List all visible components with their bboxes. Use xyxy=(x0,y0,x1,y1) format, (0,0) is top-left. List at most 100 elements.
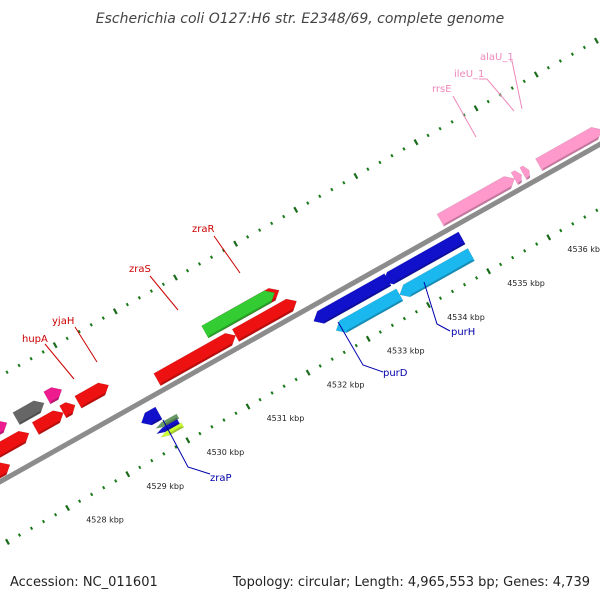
gene-red-yjaH[interactable] xyxy=(74,382,109,409)
tick-mark xyxy=(414,309,419,314)
gene-green-zraR[interactable] xyxy=(201,290,276,339)
gene-blue-reverse-thin[interactable] xyxy=(155,418,181,435)
tick-mark xyxy=(402,316,406,321)
gene-label-callouts: hupA yjaH zraS zraR rrsE ileU_1 alaU_1 z… xyxy=(22,52,523,484)
tick-mark xyxy=(210,424,214,429)
gene-red-forward[interactable] xyxy=(0,462,11,496)
tick-mark xyxy=(582,45,587,50)
label-purD[interactable]: purD xyxy=(383,368,408,379)
label-yjaH[interactable]: yjaH xyxy=(52,316,74,327)
gene-shadow xyxy=(239,308,294,342)
gene-cyan-purH[interactable] xyxy=(399,248,475,298)
label-rrsE[interactable]: rrsE xyxy=(432,84,452,95)
gene-pink-rrsE[interactable] xyxy=(436,176,515,227)
tick-mark xyxy=(473,105,479,112)
tick-mark xyxy=(258,397,262,402)
gene-shadow xyxy=(443,185,512,227)
alaU_1-callout-line xyxy=(510,60,523,110)
gene-shadow xyxy=(517,180,523,185)
tick-mark xyxy=(65,336,69,341)
tick-mark xyxy=(90,492,94,497)
tick-mark xyxy=(138,465,142,470)
gene-shadow xyxy=(50,396,59,404)
tick-mark xyxy=(365,335,371,342)
label-ileU_1[interactable]: ileU_1 xyxy=(454,69,484,80)
gene-pink-ileU[interactable] xyxy=(510,170,522,186)
gene-blue-zraP[interactable] xyxy=(141,406,163,426)
tick-mark xyxy=(150,458,154,463)
tick-mark xyxy=(378,160,382,165)
gene-red-forward[interactable] xyxy=(31,410,64,435)
tick-mark xyxy=(318,364,322,368)
gene-blue-purH[interactable] xyxy=(383,231,466,285)
tick-mark xyxy=(510,86,514,90)
tick-mark xyxy=(197,262,202,266)
tick-mark xyxy=(258,228,262,232)
zraP-callout-line xyxy=(162,419,211,475)
tick-mark xyxy=(353,172,359,180)
tick-mark xyxy=(5,370,9,375)
gene-lime-reverse[interactable] xyxy=(160,422,185,438)
gene-shadow xyxy=(324,285,392,324)
tick-mark xyxy=(114,479,118,483)
label-purH[interactable]: purH xyxy=(451,327,475,338)
tick-mark xyxy=(559,228,563,233)
tick-mark xyxy=(318,194,322,199)
tick-mark xyxy=(533,71,539,78)
gene-grey[interactable] xyxy=(12,400,45,426)
tick-mark xyxy=(438,126,442,131)
tick-mark xyxy=(270,391,274,395)
gene-magenta[interactable] xyxy=(0,420,8,448)
tick-mark xyxy=(89,323,93,327)
tick-label: 4531 kbp xyxy=(267,414,305,423)
tick-mark xyxy=(41,519,46,524)
tick-mark xyxy=(595,208,599,213)
tick-mark xyxy=(198,431,202,436)
gene-shadow xyxy=(0,472,8,479)
gene-red-small[interactable] xyxy=(59,402,76,419)
tick-mark xyxy=(342,350,346,355)
inner-tick-row xyxy=(5,208,599,545)
tick-mark xyxy=(390,153,394,158)
tick-mark xyxy=(583,215,587,219)
tick-mark xyxy=(511,255,515,260)
gene-magenta-small[interactable] xyxy=(43,387,63,405)
gene-pink-alaU[interactable] xyxy=(519,165,530,181)
tick-mark xyxy=(330,357,334,361)
hupA-callout-line xyxy=(44,343,75,380)
label-zraR[interactable]: zraR xyxy=(192,224,214,235)
label-hupA[interactable]: hupA xyxy=(22,334,48,345)
label-alaU_1[interactable]: alaU_1 xyxy=(480,52,514,63)
tick-mark xyxy=(245,403,251,410)
gene-shadow xyxy=(526,175,531,180)
gene-shadow xyxy=(346,300,404,333)
tick-mark xyxy=(185,437,191,444)
tick-mark xyxy=(101,316,105,320)
gene-red-zraR-block[interactable] xyxy=(231,298,297,342)
gene-red-forward[interactable] xyxy=(0,430,30,462)
accession-text: Accession: NC_011601 xyxy=(10,575,158,590)
tick-mark xyxy=(41,350,45,354)
tick-mark xyxy=(125,470,131,478)
tick-mark xyxy=(65,504,71,512)
tick-mark xyxy=(149,289,154,293)
label-zraS[interactable]: zraS xyxy=(129,264,151,275)
tick-mark xyxy=(102,485,106,490)
tick-mark xyxy=(426,301,431,309)
tick-mark xyxy=(293,206,299,213)
outer-tick-row xyxy=(5,37,599,375)
genome-backbone xyxy=(0,141,600,485)
label-zraP[interactable]: zraP xyxy=(210,473,232,484)
tick-label: 4536 kbp xyxy=(567,245,600,254)
tick-mark xyxy=(17,533,22,537)
gene-shadow xyxy=(160,342,233,386)
gene-olive-reverse[interactable] xyxy=(155,413,180,429)
ileU_1-callout-line xyxy=(479,78,515,112)
tick-mark xyxy=(486,99,490,104)
tick-mark xyxy=(29,356,33,361)
tick-mark xyxy=(17,363,21,368)
tick-mark xyxy=(306,201,310,205)
tick-mark xyxy=(546,65,550,70)
gene-red-zraS[interactable] xyxy=(153,333,236,387)
